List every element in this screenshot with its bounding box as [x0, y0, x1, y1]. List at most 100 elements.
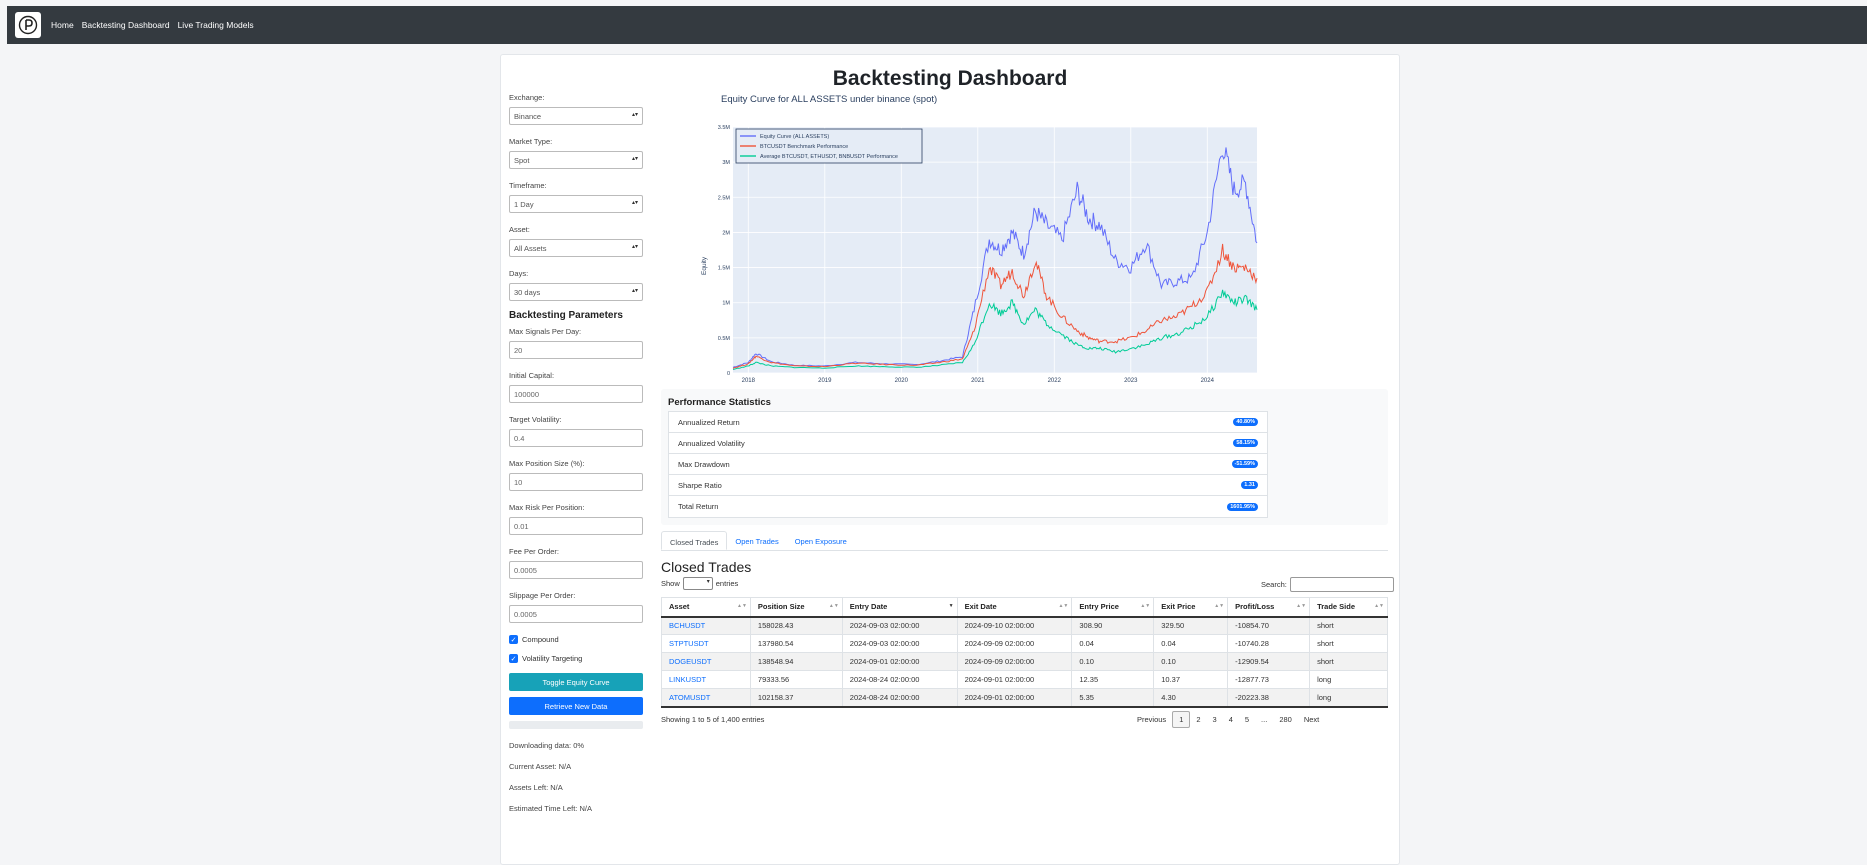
asset-link[interactable]: DOGEUSDT — [661, 652, 751, 671]
cell-trade-side: short — [1309, 634, 1388, 653]
col-entry-price[interactable]: Entry Price ▲▼ — [1071, 597, 1155, 618]
cell-entry-price: 5.35 — [1071, 688, 1155, 708]
max-signals-input[interactable]: 20 — [509, 341, 643, 359]
slippage-input[interactable]: 0.0005 — [509, 605, 643, 623]
cell-exit-date: 2024-09-10 02:00:00 — [956, 616, 1073, 635]
cell-exit-price: 0.04 — [1153, 634, 1229, 653]
cell-position-size: 138548.94 — [749, 652, 843, 671]
logo-icon — [18, 15, 38, 35]
series-line-3 — [732, 289, 1258, 370]
equity-chart-svg[interactable]: Equity Curve for ALL ASSETS under binanc… — [661, 85, 1381, 395]
asset-link[interactable]: ATOMUSDT — [661, 688, 751, 708]
pager-next[interactable]: Next — [1303, 715, 1320, 724]
asset-link[interactable]: STPTUSDT — [661, 634, 751, 653]
market-type-select[interactable]: Spot ▴▾ — [509, 151, 643, 169]
pager-page-280[interactable]: 280 — [1279, 715, 1292, 724]
series-lines — [732, 147, 1258, 370]
pager-page-2[interactable]: 2 — [1196, 715, 1201, 724]
days-select[interactable]: 30 days ▴▾ — [509, 283, 643, 301]
col-label: Exit Price — [1161, 602, 1196, 612]
stat-total-return: Total Return 1601.95% — [669, 496, 1267, 517]
target-volatility-label: Target Volatility: — [509, 415, 562, 424]
col-profit-loss[interactable]: Profit/Loss ▲▼ — [1227, 597, 1311, 618]
chart-legend[interactable]: Equity Curve (ALL ASSETS) BTCUSDT Benchma… — [735, 128, 923, 164]
table-search: Search: — [1261, 577, 1394, 592]
exchange-select[interactable]: Binance ▴▾ — [509, 107, 643, 125]
asset-label: Asset: — [509, 225, 530, 234]
col-entry-date[interactable]: Entry Date ▼ — [841, 597, 958, 618]
check-icon: ✓ — [509, 635, 518, 644]
axis-ticks: 0 0.5M 1M 1.5M 2M 2.5M 3M 3.5M 2018 2019 2020 2021 2… — [718, 125, 1215, 384]
retrieve-new-data-button[interactable]: Retrieve New Data — [509, 697, 643, 715]
download-progress-bar — [509, 721, 643, 729]
asset-value: All Assets — [514, 244, 547, 253]
pager-page-1[interactable]: 1 — [1172, 711, 1191, 728]
max-position-size-input[interactable]: 10 — [509, 473, 643, 491]
col-exit-date[interactable]: Exit Date ▲▼ — [956, 597, 1073, 618]
col-trade-side[interactable]: Trade Side ▲▼ — [1309, 597, 1388, 618]
volatility-targeting-checkbox[interactable]: ✓ Volatility Targeting — [509, 654, 645, 663]
cell-entry-price: 12.35 — [1071, 670, 1155, 689]
table-row: LINKUSDT 79333.56 2024-08-24 02:00:00 20… — [661, 670, 1388, 689]
toggle-equity-curve-button[interactable]: Toggle Equity Curve — [509, 673, 643, 691]
page-title: Backtesting Dashboard — [832, 67, 1068, 90]
fee-input[interactable]: 0.0005 — [509, 561, 643, 579]
entries-select[interactable]: ▾ — [682, 577, 713, 590]
market-type-value: Spot — [514, 156, 530, 165]
cell-position-size: 79333.56 — [749, 670, 843, 689]
logo[interactable] — [15, 12, 41, 38]
initial-capital-input[interactable]: 100000 — [509, 385, 643, 403]
timeframe-select[interactable]: 1 Day ▴▾ — [509, 195, 643, 213]
legend-label: Equity Curve (ALL ASSETS) — [760, 134, 829, 140]
asset-link[interactable]: LINKUSDT — [661, 670, 751, 689]
pager-page-3[interactable]: 3 — [1212, 715, 1217, 724]
asset-link[interactable]: BCHUSDT — [661, 616, 751, 635]
target-volatility-input[interactable]: 0.4 — [509, 429, 643, 447]
tab-open-exposure[interactable]: Open Exposure — [794, 537, 847, 546]
pager-page-5[interactable]: 5 — [1244, 715, 1250, 724]
table-header-row: Asset ▲▼ Position Size ▲▼ Entry Date ▼ Exit… — [661, 597, 1388, 618]
nav-home[interactable]: Home — [51, 20, 74, 30]
col-asset[interactable]: Asset ▲▼ — [661, 597, 751, 618]
nav-backtesting-dashboard[interactable]: Backtesting Dashboard — [81, 20, 170, 30]
cell-profit-loss: -12877.73 — [1227, 670, 1311, 689]
grid — [733, 126, 1257, 374]
stat-badge: 1601.95% — [1227, 502, 1258, 511]
max-risk-input[interactable]: 0.01 — [509, 517, 643, 535]
col-exit-price[interactable]: Exit Price ▲▼ — [1153, 597, 1229, 618]
cell-position-size: 158028.43 — [749, 616, 843, 635]
cell-entry-date: 2024-09-03 02:00:00 — [841, 634, 958, 653]
pager-page-4[interactable]: 4 — [1228, 715, 1233, 724]
col-position-size[interactable]: Position Size ▲▼ — [749, 597, 843, 618]
pager-previous[interactable]: Previous — [1137, 715, 1167, 724]
y-tick-label: 1M — [722, 301, 730, 307]
sort-icon: ▲▼ — [1140, 603, 1151, 609]
sort-desc-icon: ▼ — [948, 603, 954, 609]
nav-live-trading-models[interactable]: Live Trading Models — [177, 20, 254, 30]
compound-checkbox[interactable]: ✓ Compound — [509, 635, 645, 644]
col-label: Trade Side — [1317, 602, 1355, 612]
asset-select[interactable]: All Assets ▴▾ — [509, 239, 643, 257]
days-label: Days: — [509, 269, 529, 278]
equity-chart[interactable]: Equity Curve for ALL ASSETS under binanc… — [661, 85, 1381, 445]
x-tick-label: 2024 — [1201, 378, 1215, 384]
cell-trade-side: short — [1309, 616, 1388, 635]
search-input[interactable] — [1289, 577, 1394, 592]
cell-exit-date: 2024-09-09 02:00:00 — [956, 652, 1073, 671]
cell-profit-loss: -20223.38 — [1227, 688, 1311, 708]
x-tick-label: 2019 — [818, 378, 832, 384]
stat-badge: -51.59% — [1231, 460, 1258, 468]
x-tick-label: 2018 — [742, 378, 756, 384]
cell-exit-date: 2024-09-01 02:00:00 — [956, 670, 1073, 689]
tab-open-trades[interactable]: Open Trades — [735, 537, 779, 546]
cell-trade-side: long — [1309, 670, 1388, 689]
series-line-2 — [732, 243, 1258, 369]
cell-entry-date: 2024-09-03 02:00:00 — [841, 616, 958, 635]
stat-label: Annualized Volatility — [678, 438, 745, 448]
sidebar: Exchange: Binance ▴▾ Market Type: Spot ▴▾ … — [509, 93, 645, 825]
backtesting-params-heading: Backtesting Parameters — [509, 310, 623, 321]
check-icon: ✓ — [509, 654, 518, 663]
y-tick-label: 2.5M — [718, 195, 731, 201]
tab-closed-trades[interactable]: Closed Trades — [661, 531, 728, 550]
navbar: Home Backtesting Dashboard Live Trading … — [7, 6, 1867, 44]
